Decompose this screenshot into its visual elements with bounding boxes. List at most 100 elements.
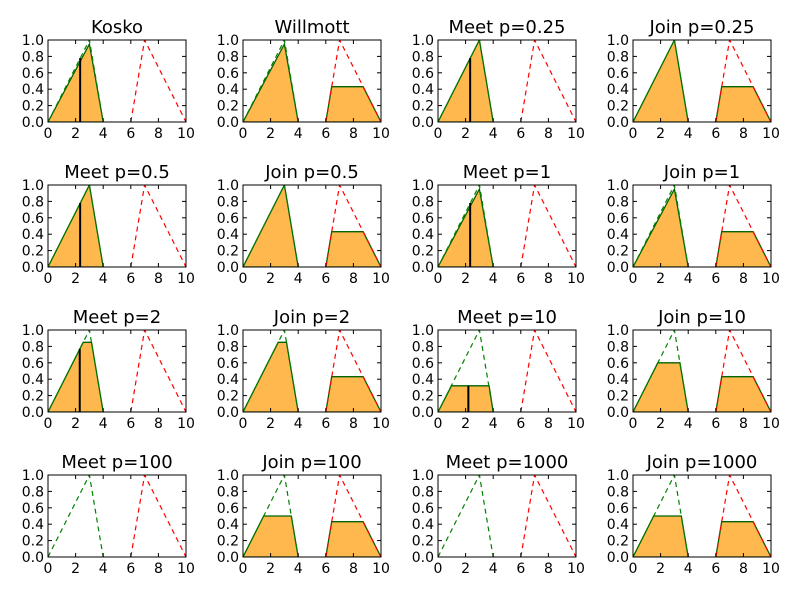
y-tick-label: 0.6: [22, 66, 44, 82]
x-tick-label: 8: [349, 271, 358, 287]
x-tick-label: 2: [656, 561, 665, 577]
consequent-line: [715, 40, 771, 122]
plot-area: [438, 475, 576, 557]
antecedent-line: [633, 185, 689, 267]
output-area-1: [633, 187, 689, 267]
x-tick-label: 8: [739, 126, 748, 142]
x-tick-label: 2: [71, 561, 80, 577]
y-tick-label: 0.4: [22, 227, 44, 243]
y-tick-label: 0.8: [217, 339, 239, 355]
y-tick-label: 0.6: [607, 211, 629, 227]
subplot-4: 0 2 4 6 8 10 0.00.20.40.60.81.0 Join p=0.25: [607, 17, 780, 142]
output-area-1: [243, 515, 299, 557]
y-tick-label: 0.2: [217, 389, 239, 405]
subplot-12: 0 2 4 6 8 10 0.00.20.40.60.81.0 Join p=10: [607, 307, 780, 432]
subplot-title: Join p=1000: [646, 452, 758, 473]
x-tick-label: 4: [99, 561, 108, 577]
y-tick-label: 1.0: [22, 33, 44, 49]
y-tick-label: 0.2: [607, 244, 629, 260]
y-tick-label: 0.0: [22, 115, 44, 131]
subplot-13: 0 2 4 6 8 10 0.00.20.40.60.81.0 Meet p=100: [22, 452, 195, 577]
y-tick-label: 0.4: [607, 517, 629, 533]
x-tick-label: 2: [461, 561, 470, 577]
y-tick-label: 0.8: [22, 484, 44, 500]
consequent-line: [130, 185, 186, 267]
x-tick-label: 4: [684, 561, 693, 577]
axes-frame: [437, 184, 577, 268]
subplot-14: 0 2 4 6 8 10 0.00.20.40.60.81.0 Join p=100: [217, 452, 390, 577]
output-area-1: [633, 362, 689, 412]
antecedent-line: [243, 330, 299, 412]
y-tick-label: 0.8: [217, 49, 239, 65]
y-tick-label: 1.0: [217, 323, 239, 339]
x-tick-label: 6: [516, 561, 525, 577]
subplot-8: 0 2 4 6 8 10 0.00.20.40.60.81.0 Join p=1: [607, 162, 780, 287]
x-tick-label: 2: [266, 271, 275, 287]
y-tick-label: 1.0: [607, 323, 629, 339]
axes-frame: [47, 329, 187, 413]
x-tick-label: 6: [711, 416, 720, 432]
x-tick-label: 8: [154, 561, 163, 577]
y-tick-label: 0.6: [607, 356, 629, 372]
y-tick-label: 1.0: [607, 33, 629, 49]
y-tick-label: 0.4: [607, 227, 629, 243]
y-tick-label: 0.0: [412, 260, 434, 276]
output-area-1: [633, 40, 689, 122]
subplot-7: 0 2 4 6 8 10 0.00.20.40.60.81.0 Meet p=1: [412, 162, 585, 287]
y-tick-label: 0.8: [412, 194, 434, 210]
subplot-title: Join p=100: [261, 452, 361, 473]
subplot-title: Meet p=0.5: [64, 162, 170, 183]
y-tick-label: 0.0: [412, 550, 434, 566]
output-area-1: [48, 42, 104, 122]
axes-frame: [242, 474, 382, 558]
y-tick-label: 1.0: [217, 468, 239, 484]
consequent-line: [520, 40, 576, 122]
x-tick-label: 4: [294, 561, 303, 577]
y-tick-label: 0.6: [22, 356, 44, 372]
x-tick-label: 4: [489, 416, 498, 432]
x-tick-label: 6: [516, 271, 525, 287]
x-tick-label: 4: [294, 271, 303, 287]
x-tick-label: 0: [434, 416, 443, 432]
x-tick-label: 4: [99, 126, 108, 142]
x-tick-label: 4: [489, 561, 498, 577]
x-tick-label: 6: [711, 561, 720, 577]
x-tick-label: 0: [239, 561, 248, 577]
plot-area: [633, 40, 771, 122]
y-tick-label: 0.6: [607, 66, 629, 82]
x-tick-label: 0: [44, 126, 53, 142]
y-tick-label: 0.0: [22, 550, 44, 566]
output-area-1: [438, 40, 494, 122]
x-tick-label: 6: [126, 561, 135, 577]
axes-frame: [47, 184, 187, 268]
consequent-line: [325, 40, 381, 122]
x-tick-label: 6: [321, 561, 330, 577]
x-tick-label: 10: [177, 126, 195, 142]
x-tick-label: 2: [266, 416, 275, 432]
plot-area: [438, 40, 576, 122]
subplot-title: Willmott: [274, 17, 349, 38]
y-tick-label: 0.0: [412, 405, 434, 421]
x-tick-label: 0: [44, 561, 53, 577]
plot-area: [48, 185, 186, 267]
subplot-15: 0 2 4 6 8 10 0.00.20.40.60.81.0 Meet p=1000: [412, 452, 585, 577]
y-tick-label: 0.2: [22, 534, 44, 550]
plot-area: [243, 185, 381, 267]
x-tick-label: 10: [762, 271, 780, 287]
x-tick-label: 4: [99, 416, 108, 432]
antecedent-line: [48, 185, 104, 267]
x-tick-label: 8: [544, 126, 553, 142]
y-tick-label: 0.6: [22, 501, 44, 517]
subplot-title: Join p=0.25: [648, 17, 754, 38]
x-tick-label: 10: [567, 126, 585, 142]
x-tick-label: 2: [656, 416, 665, 432]
x-tick-label: 6: [711, 126, 720, 142]
output-area-1: [48, 341, 104, 412]
x-tick-label: 0: [44, 416, 53, 432]
y-tick-label: 0.4: [217, 517, 239, 533]
x-tick-label: 0: [434, 271, 443, 287]
antecedent-line: [48, 330, 104, 412]
x-tick-label: 4: [684, 416, 693, 432]
y-tick-label: 0.2: [217, 534, 239, 550]
